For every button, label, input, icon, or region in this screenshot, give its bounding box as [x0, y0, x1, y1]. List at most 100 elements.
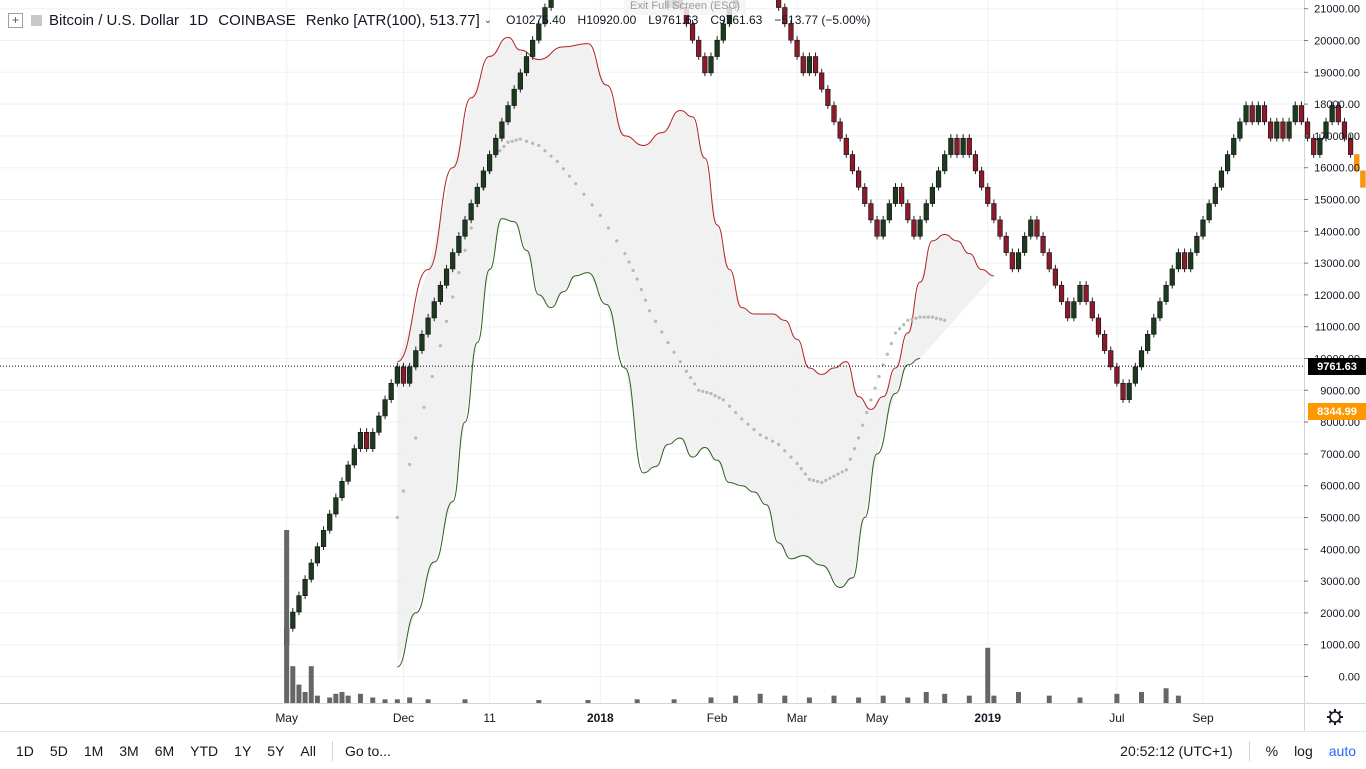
renko-brick-projected [1360, 170, 1366, 188]
renko-brick-down [1280, 121, 1286, 139]
goto-button[interactable]: Go to... [344, 742, 391, 759]
exit-fullscreen-hint[interactable]: Exit Full Screen (ESC) [624, 0, 747, 15]
range-button-all[interactable]: All [300, 742, 316, 759]
log-toggle[interactable]: log [1294, 742, 1313, 759]
renko-brick-down [1268, 121, 1274, 139]
middle-band-dot [643, 298, 648, 302]
range-button-5d[interactable]: 5D [49, 742, 68, 759]
renko-brick-up [917, 219, 923, 237]
renko-brick-up [536, 23, 542, 41]
renko-brick-up [462, 219, 468, 237]
middle-band-dot [824, 478, 828, 482]
middle-band-dot [688, 375, 693, 380]
middle-band-dot [524, 139, 529, 143]
range-button-1m[interactable]: 1M [83, 742, 104, 759]
middle-band-dot [705, 390, 709, 395]
middle-band-dot [672, 350, 676, 354]
renko-brick-down [1058, 284, 1065, 302]
renko-brick-up [493, 137, 499, 155]
volume-bar [345, 695, 351, 703]
renko-brick-down [972, 154, 979, 172]
percent-toggle[interactable]: % [1265, 742, 1279, 759]
middle-band-dot [861, 423, 865, 427]
upper-band-line [397, 36, 994, 410]
volume-bar [923, 691, 929, 703]
renko-brick-down [1298, 105, 1304, 123]
renko-brick-down [1114, 366, 1120, 384]
renko-brick-down [1034, 219, 1040, 237]
renko-brick-up [1206, 203, 1212, 221]
renko-brick-up [370, 432, 376, 449]
renko-brick-down [1249, 105, 1255, 123]
price-tick-label: 11000.00 [1315, 322, 1360, 334]
middle-band-dot [567, 174, 572, 178]
low-value: L9761.63 [648, 13, 699, 27]
middle-band-dot [799, 467, 803, 471]
renko-brick-up [388, 382, 394, 400]
renko-brick-down [1311, 137, 1317, 155]
symbol-name[interactable]: Bitcoin / U.S. Dollar [49, 11, 180, 29]
volume-bar [296, 684, 302, 703]
renko-brick-up [1212, 186, 1218, 204]
middle-band-dot [918, 315, 922, 319]
middle-band-dot [510, 139, 514, 143]
chevron-down-icon[interactable]: ⌄ [483, 14, 493, 26]
volume-bar [733, 695, 739, 703]
renko-brick-up [394, 366, 400, 384]
range-button-6m[interactable]: 6M [154, 742, 175, 759]
toolbar-divider [331, 740, 333, 761]
last-price-tag: 9761.63 [1308, 358, 1366, 376]
chart-type-label[interactable]: Renko [ATR(100), 513.77] [305, 11, 480, 29]
renko-brick-down [849, 154, 856, 172]
renko-brick-down [702, 56, 708, 74]
middle-band-dot [727, 404, 732, 408]
volume-bar [708, 697, 714, 703]
renko-brick-up [1329, 105, 1335, 123]
renko-brick-up [720, 23, 726, 41]
renko-brick-up [419, 333, 425, 351]
renko-brick-up [942, 154, 948, 172]
middle-band-dot [789, 455, 793, 459]
renko-chart[interactable]: 0.00 1000.00 2000.00 3000.00 4000.00 5000.00 6… [0, 0, 1366, 731]
renko-brick-up [345, 464, 351, 482]
renko-brick-up [1126, 382, 1132, 400]
renko-brick-up [892, 186, 899, 204]
volume-bar [339, 691, 345, 703]
volume-bar [425, 699, 431, 703]
price-tick-label: 5000.00 [1320, 513, 1360, 525]
renko-brick-up [1157, 301, 1163, 319]
range-button-ytd[interactable]: YTD [190, 742, 219, 759]
middle-band-dot [531, 141, 535, 145]
middle-band-dot [639, 288, 643, 292]
range-button-5y[interactable]: 5Y [267, 742, 285, 759]
volume-bar [991, 695, 997, 703]
range-button-1y[interactable]: 1Y [234, 742, 252, 759]
expand-icon[interactable]: + [8, 12, 23, 28]
renko-brick-down [689, 23, 696, 41]
middle-band-dot [660, 330, 664, 334]
middle-band-dot [623, 251, 627, 256]
time-tick-label: May [275, 711, 298, 725]
renko-brick-down [905, 203, 911, 221]
middle-band-dot [537, 143, 541, 148]
volume-bar [327, 697, 333, 703]
renko-brick-up [1292, 105, 1298, 123]
middle-band-dot [451, 295, 455, 299]
renko-brick-up [1286, 121, 1292, 139]
range-button-3m[interactable]: 3M [119, 742, 139, 759]
volume-bar [634, 699, 640, 703]
renko-brick-up [308, 562, 314, 580]
renko-brick-up [948, 137, 954, 155]
renko-brick-down [1120, 382, 1126, 400]
middle-band-dot [518, 137, 522, 141]
range-button-1d[interactable]: 1D [16, 742, 34, 759]
price-tick-label: 13000.00 [1314, 258, 1360, 270]
settings-gear-icon[interactable] [1327, 709, 1343, 725]
interval-label[interactable]: 1D [189, 11, 209, 29]
bollinger-band-fill [397, 37, 994, 667]
auto-scale-toggle[interactable]: auto [1328, 742, 1356, 759]
chart-legend: + Bitcoin / U.S. Dollar 1D COINBASE Renk… [8, 9, 882, 31]
middle-band-dot [926, 315, 930, 319]
clock-time[interactable]: 20:52:12 (UTC+1) [1120, 742, 1233, 759]
renko-brick-up [511, 88, 517, 106]
